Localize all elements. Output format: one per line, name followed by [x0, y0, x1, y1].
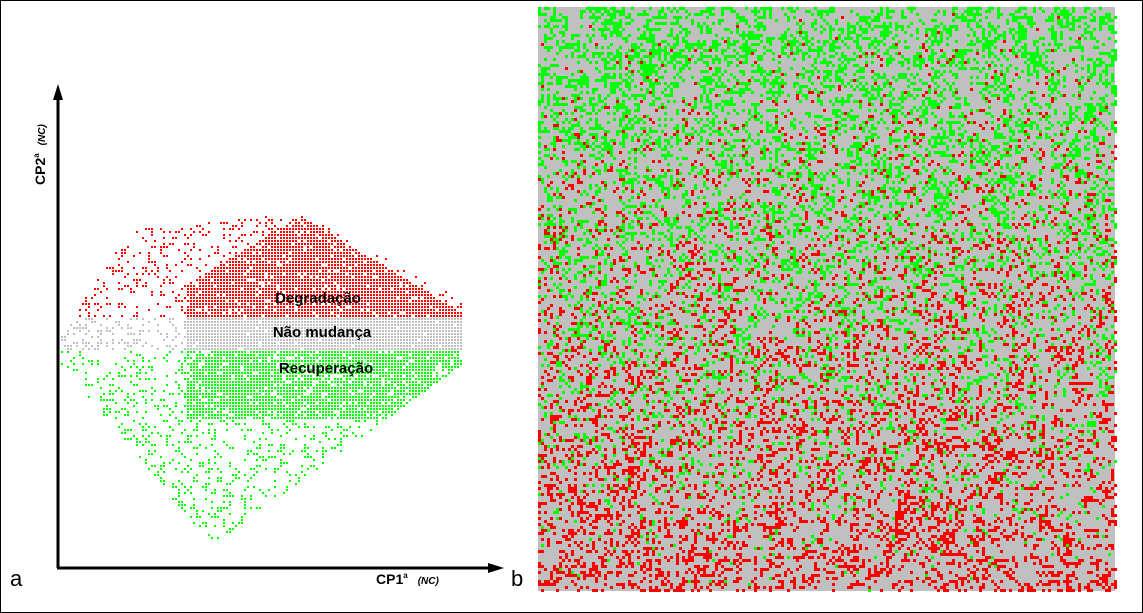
x-axis-title: CP1a (NC): [376, 571, 439, 587]
map-green: [538, 7, 1117, 592]
region-label: Não mudança: [273, 324, 372, 341]
map-red: [538, 13, 1117, 592]
panel-label: a: [10, 566, 23, 591]
x-arrow: [488, 563, 504, 573]
scatter-plot: [61, 216, 462, 539]
y-label: CP2: [32, 158, 48, 185]
points-green: [61, 351, 462, 539]
region-label: Recuperação: [279, 360, 373, 377]
y-arrow: [53, 84, 63, 100]
region-label: Degradação: [275, 290, 361, 307]
y-unit: (NC): [37, 124, 48, 146]
points-gray: [61, 318, 462, 350]
panel-label: b: [511, 566, 523, 591]
x-sup: a: [403, 571, 408, 580]
x-label: CP1: [376, 571, 403, 587]
y-sup: a: [32, 153, 41, 158]
x-unit: (NC): [418, 576, 440, 587]
y-axis-title: CP2a (NC): [32, 124, 48, 185]
map: [538, 7, 1117, 592]
